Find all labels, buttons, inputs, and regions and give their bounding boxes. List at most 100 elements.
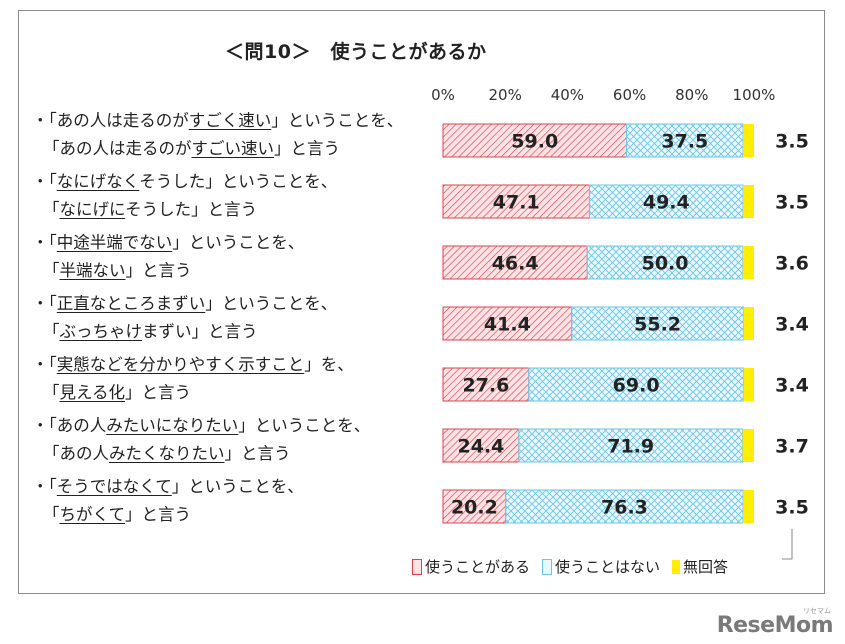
category-label-line2: 「あの人は走るのがすごい速い」と言う bbox=[32, 135, 403, 163]
legend-label-no-answer: 無回答 bbox=[683, 558, 729, 576]
value-label-used: 24.4 bbox=[457, 436, 504, 458]
category-keyword: すごく速い bbox=[188, 111, 272, 130]
category-label: ・「なにげなくそうした」ということを、 「なにげにそうした」と言う bbox=[32, 168, 337, 224]
category-label-line2: 「あの人みたくなりたい」と言う bbox=[32, 440, 370, 468]
category-label-line2: 「ちがくて」と言う bbox=[32, 501, 304, 529]
category-label: ・「実態などを分かりやすく示すこと」を、 「見える化」と言う bbox=[32, 351, 354, 407]
category-text: 」と言う bbox=[125, 383, 192, 402]
value-label-used: 41.4 bbox=[484, 314, 531, 336]
value-label-used: 46.4 bbox=[492, 253, 539, 275]
category-text: 」ということを、 bbox=[172, 233, 305, 252]
bar-used bbox=[442, 245, 588, 280]
category-keyword: ちがくて bbox=[59, 505, 126, 524]
category-text: 」と言う bbox=[274, 139, 340, 158]
category-keyword: みたいになりたい bbox=[106, 416, 239, 435]
value-label-no-answer: 3.5 bbox=[775, 192, 809, 214]
no-answer-leader-line bbox=[782, 529, 793, 560]
category-text: ・「あの人は走るのが bbox=[32, 111, 189, 130]
bar-not-used bbox=[588, 184, 744, 219]
category-keyword: ぶっちゃけ bbox=[59, 322, 143, 341]
legend-swatch-used bbox=[412, 558, 422, 575]
legend-item-used: 使うことがある bbox=[412, 556, 530, 577]
category-text: ・「 bbox=[32, 233, 57, 252]
bar-not-used bbox=[505, 489, 744, 524]
category-text: 「 bbox=[43, 261, 60, 280]
bar-used bbox=[442, 123, 627, 158]
category-label: ・「あの人は走るのがすごく速い」ということを、 「あの人は走るのがすごい速い」と言… bbox=[32, 107, 403, 163]
x-tick-label: 100% bbox=[732, 86, 776, 104]
bar-no-answer bbox=[742, 246, 754, 279]
category-keyword: なにげなく bbox=[56, 172, 140, 191]
category-keyword: みたくなりたい bbox=[109, 444, 225, 463]
category-text: 「 bbox=[43, 383, 60, 402]
value-label-used: 59.0 bbox=[511, 131, 558, 153]
category-text: 」と言う bbox=[224, 444, 291, 463]
category-keyword: すごい速い bbox=[191, 139, 275, 158]
x-tick-label: 20% bbox=[488, 86, 522, 104]
category-text: 」と言う bbox=[125, 505, 192, 524]
category-keyword: そうではなくて bbox=[56, 477, 172, 496]
value-label-not-used: 76.3 bbox=[601, 497, 648, 519]
value-label-not-used: 69.0 bbox=[613, 375, 660, 397]
x-tick-label: 40% bbox=[550, 86, 585, 104]
category-label: ・「中途半端でない」ということを、 「半端ない」と言う bbox=[32, 229, 304, 285]
category-text: 」ということを、 bbox=[238, 416, 371, 435]
category-label-line1: ・「実態などを分かりやすく示すこと」を、 bbox=[32, 351, 354, 379]
value-label-no-answer: 3.5 bbox=[775, 131, 809, 153]
bar-no-answer bbox=[742, 429, 754, 462]
bar-no-answer bbox=[743, 368, 754, 401]
category-label-line1: ・「正直なところまずい」ということを、 bbox=[32, 290, 337, 318]
value-label-no-answer: 3.7 bbox=[775, 436, 809, 458]
chart-title: ＜問10＞ 使うことがあるか bbox=[225, 41, 487, 63]
category-keyword: なにげに bbox=[59, 200, 126, 219]
category-text: ・「 bbox=[32, 172, 57, 191]
category-label-line2: 「見える化」と言う bbox=[32, 379, 354, 407]
x-tick-label: 0% bbox=[431, 86, 455, 104]
value-label-no-answer: 3.6 bbox=[775, 253, 809, 275]
category-text: 「あの人は走るのが bbox=[43, 139, 192, 158]
bar-no-answer bbox=[743, 307, 754, 340]
category-text: そうした」と言う bbox=[125, 200, 258, 219]
legend-item-not-used: 使うことはない bbox=[542, 556, 660, 577]
bar-used bbox=[442, 489, 507, 524]
bar-not-used bbox=[571, 306, 744, 341]
value-label-not-used: 71.9 bbox=[607, 436, 654, 458]
category-text: ・「 bbox=[32, 355, 57, 374]
category-label-line2: 「半端ない」と言う bbox=[32, 257, 304, 285]
category-text: 」ということを、 bbox=[271, 111, 404, 130]
value-label-used: 20.2 bbox=[451, 497, 498, 519]
category-text: ・「あの人 bbox=[32, 416, 107, 435]
value-label-used: 27.6 bbox=[462, 375, 509, 397]
category-text: まずい」と言う bbox=[142, 322, 258, 341]
category-label: ・「そうではなくて」ということを、 「ちがくて」と言う bbox=[32, 473, 304, 529]
bar-no-answer bbox=[743, 124, 754, 157]
category-text: 」を、 bbox=[304, 355, 354, 374]
bar-no-answer bbox=[743, 185, 754, 218]
value-label-no-answer: 3.4 bbox=[775, 375, 809, 397]
legend: 使うことがある 使うことはない 無回答 bbox=[412, 556, 740, 577]
bar-not-used bbox=[518, 428, 743, 463]
value-label-no-answer: 3.5 bbox=[775, 497, 809, 519]
legend-label-not-used: 使うことはない bbox=[555, 558, 661, 576]
category-label-line1: ・「そうではなくて」ということを、 bbox=[32, 473, 304, 501]
value-label-no-answer: 3.4 bbox=[775, 314, 809, 336]
category-text: 」ということを、 bbox=[205, 294, 338, 313]
bar-no-answer bbox=[743, 490, 754, 523]
category-text: そうした」ということを、 bbox=[139, 172, 338, 191]
legend-swatch-not-used bbox=[542, 558, 553, 575]
category-text: ・「 bbox=[32, 294, 57, 313]
category-keyword: 見える化 bbox=[59, 383, 126, 402]
category-text: ・「 bbox=[32, 477, 57, 496]
category-label-line1: ・「あの人みたいになりたい」ということを、 bbox=[32, 412, 370, 440]
category-keyword: 正直なところまずい bbox=[56, 294, 206, 313]
category-text: 「 bbox=[43, 322, 60, 341]
bar-not-used bbox=[586, 245, 744, 280]
category-label-line2: 「ぶっちゃけまずい」と言う bbox=[32, 318, 337, 346]
category-keyword: 半端ない bbox=[59, 261, 126, 280]
bar-used bbox=[442, 306, 573, 341]
category-text: 」ということを、 bbox=[171, 477, 304, 496]
value-label-not-used: 49.4 bbox=[643, 192, 690, 214]
legend-label-used: 使うことがある bbox=[425, 558, 531, 576]
category-label-line1: ・「あの人は走るのがすごく速い」ということを、 bbox=[32, 107, 403, 135]
bar-used bbox=[442, 367, 530, 402]
